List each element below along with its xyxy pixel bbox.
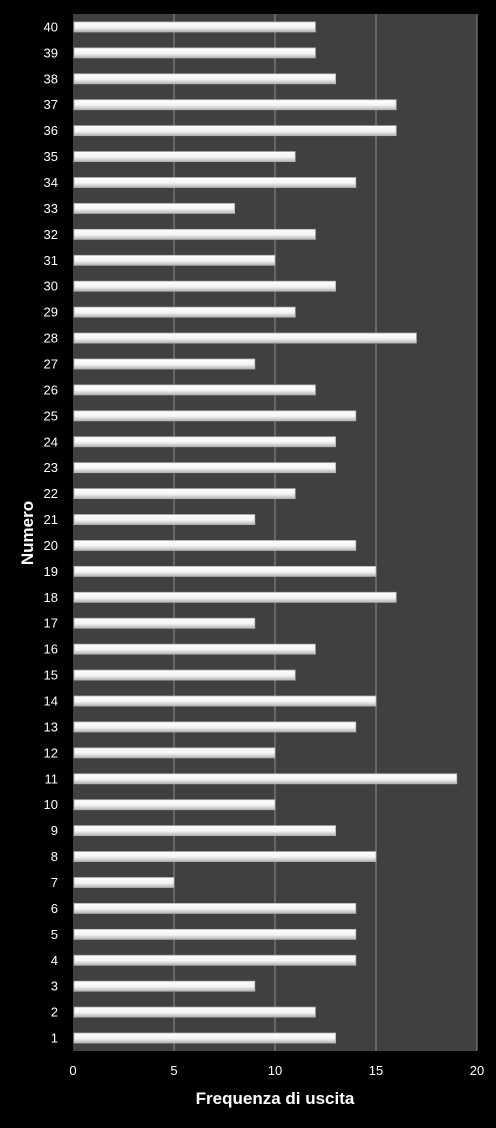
bar-13 <box>73 721 357 733</box>
y-tick-label-37: 37 <box>44 97 58 112</box>
bar-7 <box>73 877 175 888</box>
y-tick-label-29: 29 <box>44 305 58 320</box>
y-tick-label-27: 27 <box>44 356 58 371</box>
bar-33 <box>73 203 236 214</box>
y-tick-label-3: 3 <box>51 979 58 994</box>
bar-4 <box>73 954 357 966</box>
y-tick-label-36: 36 <box>44 123 58 138</box>
bar-28 <box>73 332 417 344</box>
bar-21 <box>73 514 256 525</box>
bar-36 <box>73 125 397 137</box>
bar-34 <box>73 177 357 188</box>
y-tick-label-39: 39 <box>44 45 58 60</box>
y-tick-label-40: 40 <box>44 19 58 34</box>
bar-24 <box>73 436 337 448</box>
y-tick-label-25: 25 <box>44 408 58 423</box>
bar-9 <box>73 825 337 837</box>
y-tick-label-9: 9 <box>51 823 58 838</box>
y-tick-label-5: 5 <box>51 927 58 942</box>
bar-39 <box>73 47 316 59</box>
y-tick-label-13: 13 <box>44 719 58 734</box>
bar-38 <box>73 73 337 85</box>
y-tick-label-26: 26 <box>44 382 58 397</box>
x-tick-label-20: 20 <box>470 1063 484 1078</box>
y-tick-label-18: 18 <box>44 590 58 605</box>
y-tick-label-38: 38 <box>44 71 58 86</box>
y-tick-label-11: 11 <box>45 771 59 786</box>
bar-1 <box>73 1032 337 1044</box>
y-tick-label-33: 33 <box>44 201 58 216</box>
bar-22 <box>73 488 296 500</box>
y-tick-label-32: 32 <box>44 227 58 242</box>
bar-26 <box>73 384 316 396</box>
bar-23 <box>73 462 337 474</box>
y-tick-label-22: 22 <box>44 486 58 501</box>
x-tick-label-5: 5 <box>170 1063 177 1078</box>
y-tick-label-12: 12 <box>44 745 58 760</box>
bars <box>73 21 458 1044</box>
bar-37 <box>73 99 397 111</box>
bar-32 <box>73 228 316 240</box>
bar-20 <box>73 540 357 551</box>
x-tick-labels: 0 5 10 15 20 <box>69 1063 484 1078</box>
x-tick-label-15: 15 <box>369 1063 383 1078</box>
bar-18 <box>73 591 397 603</box>
y-tick-label-8: 8 <box>51 849 58 864</box>
bar-17 <box>73 617 256 629</box>
bar-12 <box>73 747 276 759</box>
bar-2 <box>73 1006 316 1018</box>
y-tick-label-4: 4 <box>51 953 58 968</box>
bar-31 <box>73 254 276 266</box>
y-tick-label-15: 15 <box>44 668 58 683</box>
bar-40 <box>73 21 316 33</box>
bar-5 <box>73 928 357 940</box>
y-tick-label-21: 21 <box>44 512 58 527</box>
bar-27 <box>73 358 256 370</box>
y-tick-label-35: 35 <box>44 149 58 164</box>
bar-35 <box>73 151 296 162</box>
y-tick-label-30: 30 <box>44 279 58 294</box>
y-tick-label-10: 10 <box>44 797 58 812</box>
bar-8 <box>73 851 377 862</box>
bar-11 <box>73 773 458 785</box>
y-tick-label-24: 24 <box>44 434 58 449</box>
x-axis-title: Frequenza di uscita <box>196 1089 355 1108</box>
bar-15 <box>73 669 296 681</box>
y-axis-title: Numero <box>18 501 37 565</box>
bar-25 <box>73 410 357 422</box>
y-tick-labels: 1234567891011121314151617181920212223242… <box>44 19 58 1045</box>
y-tick-label-20: 20 <box>44 538 58 553</box>
x-tick-label-10: 10 <box>268 1063 282 1078</box>
y-tick-label-6: 6 <box>51 901 58 916</box>
y-tick-label-19: 19 <box>44 564 58 579</box>
bar-10 <box>73 799 276 811</box>
y-tick-label-2: 2 <box>51 1005 58 1020</box>
y-tick-label-34: 34 <box>44 175 58 190</box>
y-tick-label-23: 23 <box>44 460 58 475</box>
bar-19 <box>73 565 377 577</box>
y-tick-label-16: 16 <box>44 642 58 657</box>
bar-14 <box>73 695 377 707</box>
y-tick-label-17: 17 <box>44 616 58 631</box>
bar-30 <box>73 280 337 292</box>
y-tick-label-28: 28 <box>44 331 58 346</box>
x-tick-label-0: 0 <box>69 1063 76 1078</box>
y-tick-label-31: 31 <box>44 253 58 268</box>
bar-16 <box>73 643 316 655</box>
bar-3 <box>73 980 256 992</box>
y-tick-label-14: 14 <box>44 694 58 709</box>
y-tick-label-1: 1 <box>51 1031 58 1046</box>
bar-6 <box>73 903 357 914</box>
y-tick-label-7: 7 <box>51 875 58 890</box>
bar-29 <box>73 306 296 318</box>
